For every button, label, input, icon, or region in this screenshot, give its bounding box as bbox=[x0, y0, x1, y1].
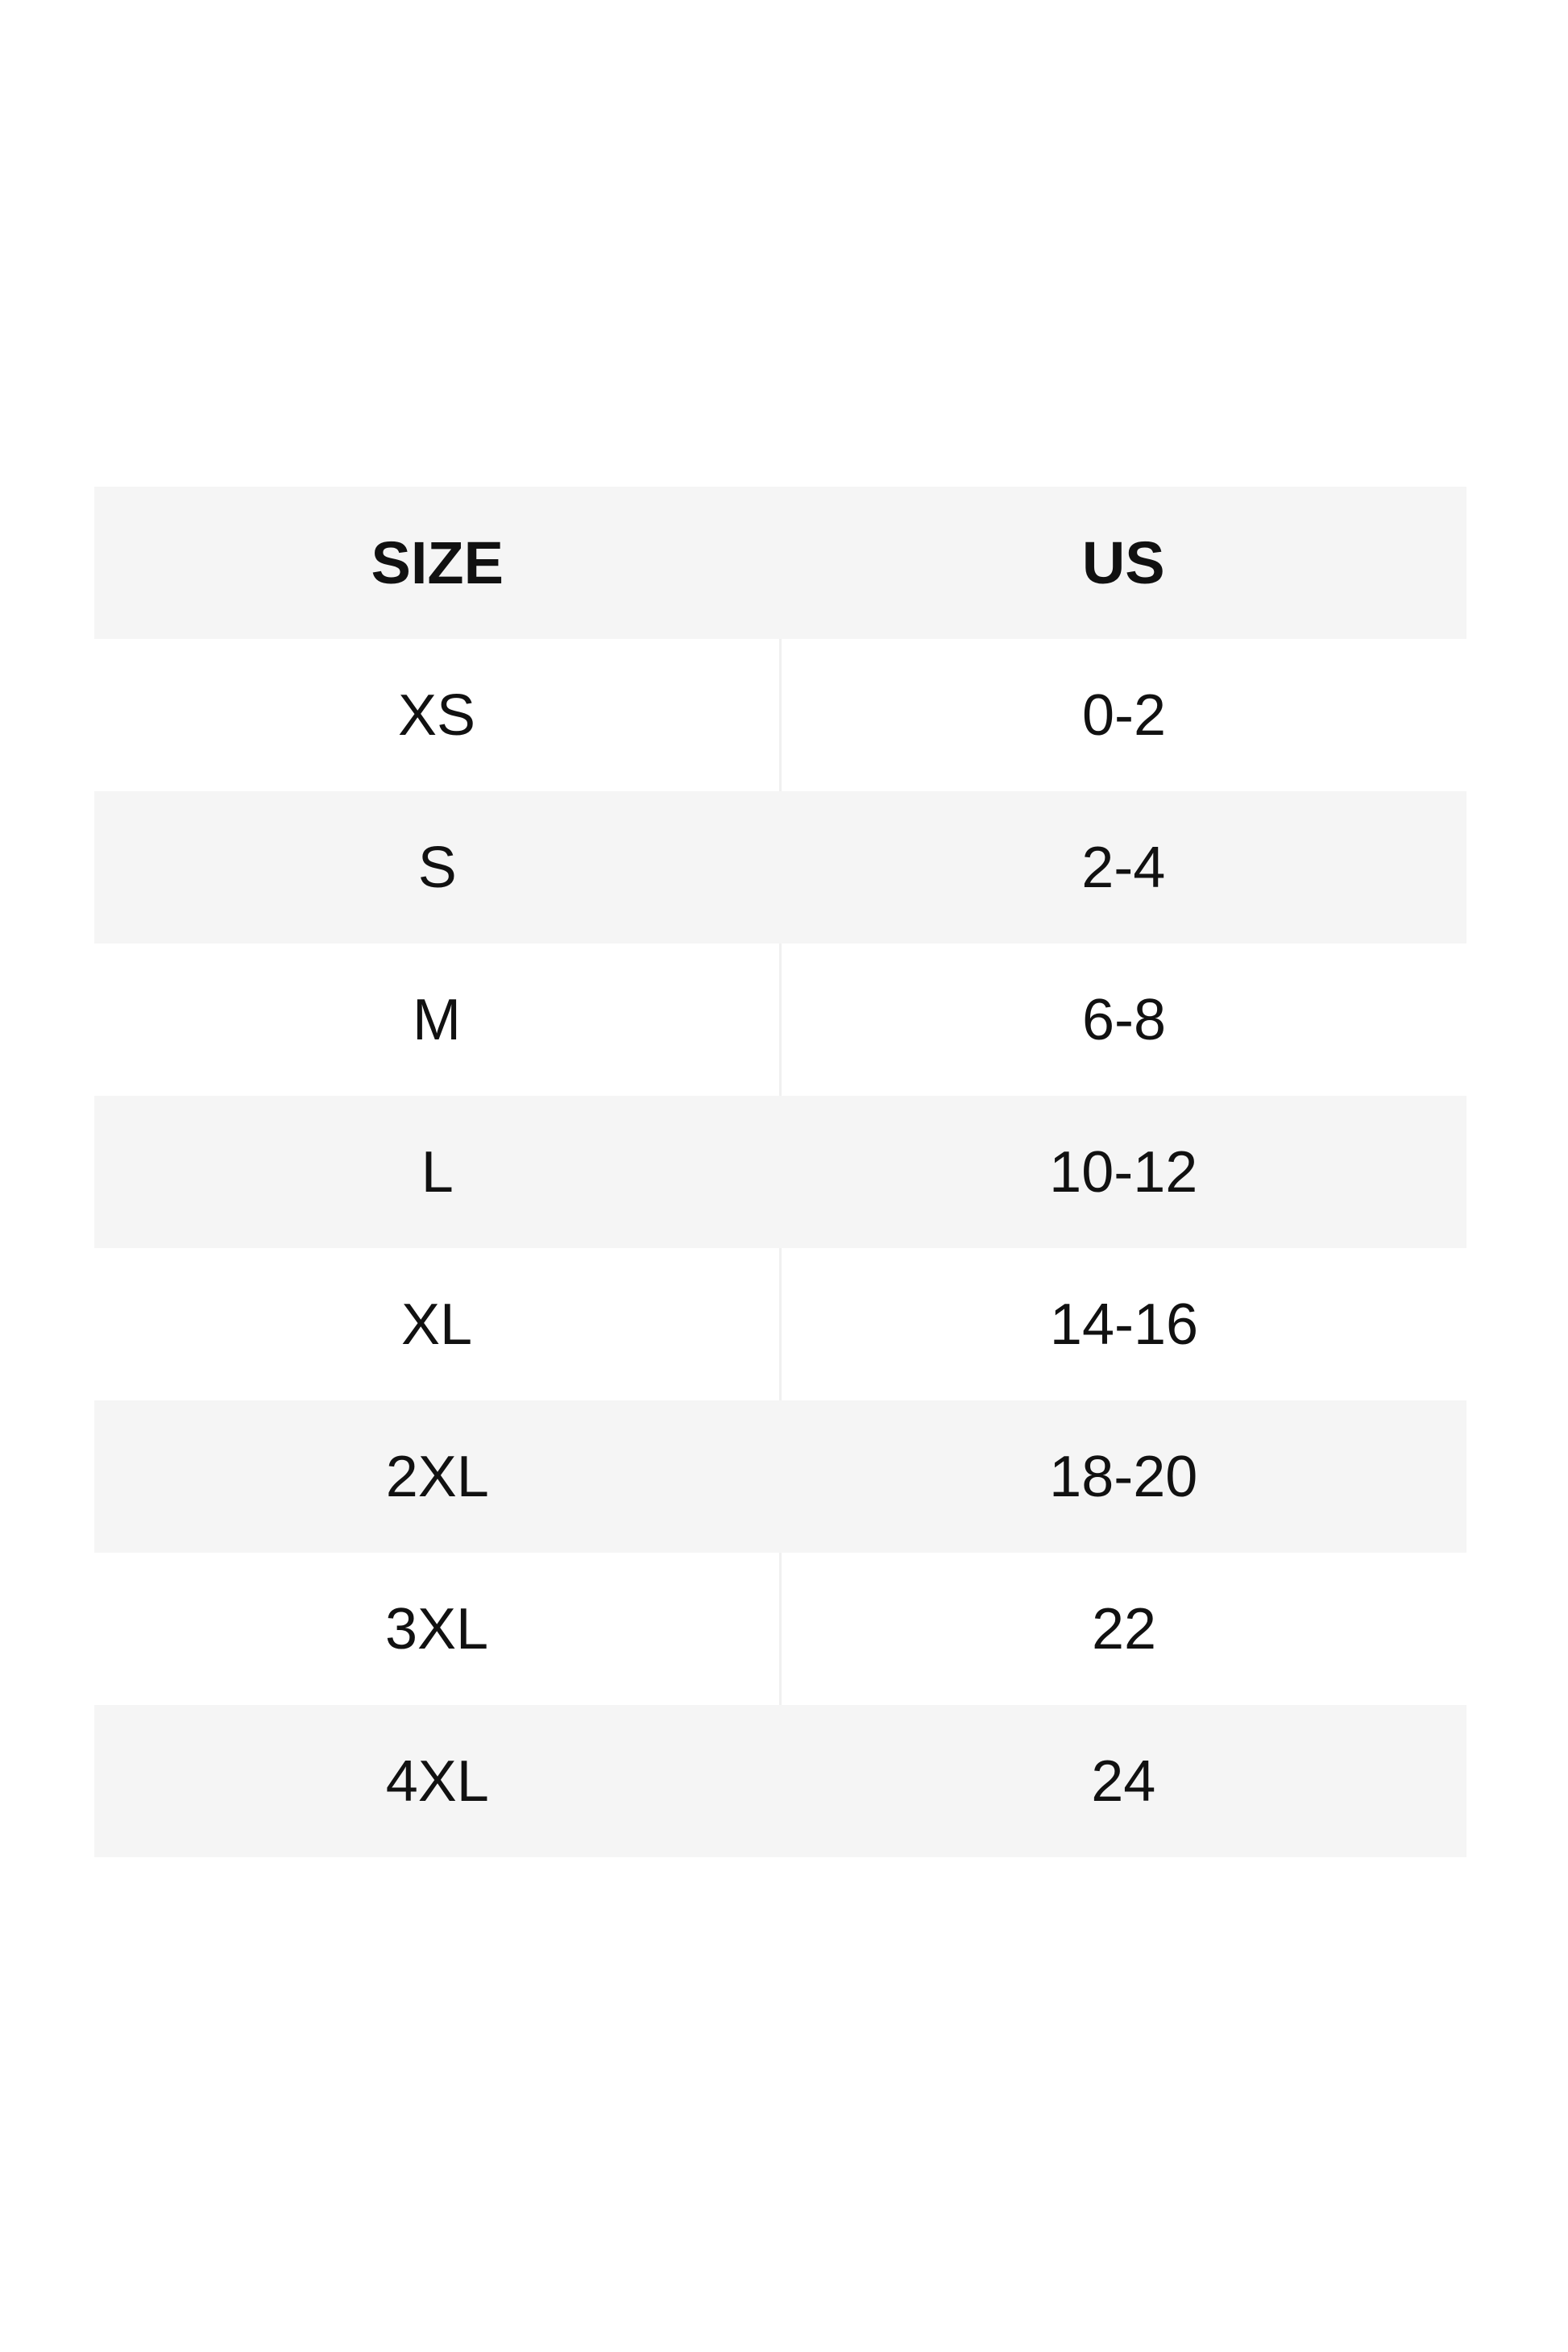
us-cell: 18-20 bbox=[780, 1400, 1466, 1553]
us-cell: 14-16 bbox=[1049, 1292, 1199, 1357]
table-row: XL 14-16 bbox=[94, 1248, 1466, 1400]
table-body: XS 0-2 S 2-4 M 6-8 L 10-12 XL 14-16 2XL 18-20 3XL 22 4… bbox=[94, 639, 1466, 1857]
size-cell: 4XL bbox=[94, 1705, 781, 1857]
size-table: SIZE US XS 0-2 S 2-4 M 6-8 L 10-12 XL 14-16 2XL 18-… bbox=[94, 487, 1466, 1857]
us-cell: 6-8 bbox=[1081, 987, 1167, 1052]
table-row: S 2-4 bbox=[94, 791, 1466, 944]
table-row: 3XL 22 bbox=[94, 1553, 1466, 1705]
table-row: L 10-12 bbox=[94, 1096, 1466, 1248]
us-cell: 2-4 bbox=[780, 791, 1466, 944]
size-cell: M bbox=[94, 944, 782, 1096]
us-cell: 10-12 bbox=[780, 1096, 1466, 1248]
size-cell: S bbox=[94, 791, 781, 944]
table-row: 2XL 18-20 bbox=[94, 1400, 1466, 1553]
table-row: M 6-8 bbox=[94, 944, 1466, 1096]
table-row: XS 0-2 bbox=[94, 639, 1466, 791]
us-cell: 0-2 bbox=[1081, 682, 1167, 748]
table-row: 4XL 24 bbox=[94, 1705, 1466, 1857]
size-cell: XS bbox=[94, 639, 782, 791]
header-row: SIZE US bbox=[94, 487, 1466, 639]
header-cell: US bbox=[780, 487, 1466, 639]
us-cell: 22 bbox=[1091, 1596, 1157, 1661]
size-cell: 2XL bbox=[94, 1400, 781, 1553]
size-cell: XL bbox=[94, 1248, 782, 1400]
table-header: SIZE US bbox=[94, 487, 1466, 639]
us-cell: 24 bbox=[780, 1705, 1466, 1857]
size-cell: 3XL bbox=[94, 1553, 782, 1705]
size-cell: L bbox=[94, 1096, 781, 1248]
header-cell: SIZE bbox=[94, 487, 781, 639]
